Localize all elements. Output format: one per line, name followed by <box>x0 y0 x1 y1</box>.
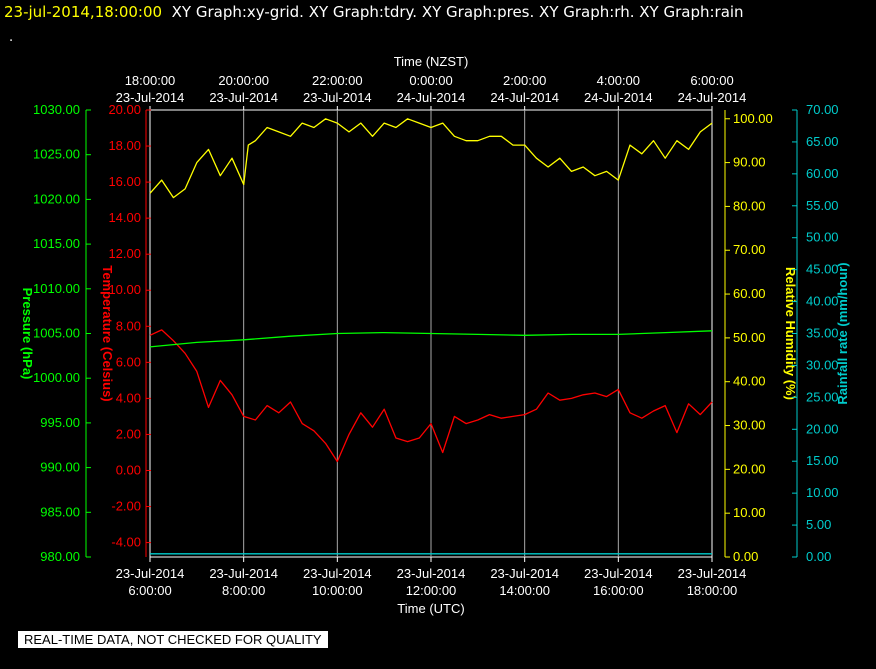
x-bottom-tick-time: 8:00:00 <box>222 583 265 598</box>
temperature-axis-tick-label: 20.00 <box>108 102 141 117</box>
humidity-series-line <box>149 118 713 199</box>
x-top-tick-time: 2:00:00 <box>503 73 546 88</box>
pressure-axis-label: Pressure (hPa) <box>20 288 35 380</box>
x-bottom-tick-date: 23-Jul-2014 <box>678 566 747 581</box>
temperature-axis-tick-label: 12.00 <box>108 246 141 261</box>
chart-header: 23-jul-2014,18:00:00 XY Graph:xy-grid. X… <box>4 3 744 21</box>
pressure-axis-tick-label: 985.00 <box>40 504 80 519</box>
x-top-tick-time: 4:00:00 <box>597 73 640 88</box>
humidity-axis-tick-label: 40.00 <box>733 374 766 389</box>
temperature-axis-tick-label: -4.00 <box>111 535 141 550</box>
header-graph-titles: XY Graph:xy-grid. XY Graph:tdry. XY Grap… <box>171 3 744 21</box>
humidity-axis-tick-label: 60.00 <box>733 286 766 301</box>
temperature-axis-tick-label: 6.00 <box>116 354 141 369</box>
x-top-tick-time: 6:00:00 <box>690 73 733 88</box>
x-top-tick-date: 24-Jul-2014 <box>678 90 747 105</box>
humidity-axis-tick-label: 20.00 <box>733 461 766 476</box>
x-bottom-tick-time: 18:00:00 <box>687 583 738 598</box>
x-top-tick-time: 22:00:00 <box>312 73 363 88</box>
rain-axis-tick-label: 15.00 <box>806 453 839 468</box>
humidity-axis-tick-label: 10.00 <box>733 505 766 520</box>
x-bottom-axis-label: Time (UTC) <box>397 601 464 616</box>
x-top-tick-date: 24-Jul-2014 <box>490 90 559 105</box>
x-top-tick-date: 24-Jul-2014 <box>397 90 466 105</box>
rain-axis-tick-label: 5.00 <box>806 517 831 532</box>
rain-axis-tick-label: 70.00 <box>806 102 839 117</box>
rain-axis-tick-label: 40.00 <box>806 294 839 309</box>
pressure-axis-tick-label: 1000.00 <box>33 370 80 385</box>
temperature-axis-tick-label: 10.00 <box>108 282 141 297</box>
temperature-axis-tick-label: 16.00 <box>108 174 141 189</box>
x-top-tick-time: 0:00:00 <box>409 73 452 88</box>
humidity-axis-label: Relative Humidity (%) <box>783 267 798 400</box>
x-bottom-tick-time: 10:00:00 <box>312 583 363 598</box>
temperature-axis-tick-label: 18.00 <box>108 138 141 153</box>
rain-axis-tick-label: 50.00 <box>806 230 839 245</box>
humidity-axis-tick-label: 0.00 <box>733 549 758 564</box>
pressure-series-line <box>149 330 713 348</box>
temperature-axis-tick-label: 8.00 <box>116 318 141 333</box>
temperature-axis-tick-label: 4.00 <box>116 390 141 405</box>
temperature-series-line <box>149 329 713 463</box>
humidity-axis-tick-label: 30.00 <box>733 418 766 433</box>
x-top-tick-time: 20:00:00 <box>218 73 269 88</box>
humidity-axis-tick-label: 80.00 <box>733 198 766 213</box>
rain-axis-tick-label: 60.00 <box>806 166 839 181</box>
x-bottom-tick-time: 16:00:00 <box>593 583 644 598</box>
x-top-tick-date: 24-Jul-2014 <box>584 90 653 105</box>
header-datetime: 23-jul-2014,18:00:00 <box>4 3 163 21</box>
x-top-tick-time: 18:00:00 <box>125 73 176 88</box>
rain-axis-tick-label: 65.00 <box>806 134 839 149</box>
x-bottom-tick-date: 23-Jul-2014 <box>584 566 653 581</box>
x-bottom-tick-date: 23-Jul-2014 <box>209 566 278 581</box>
humidity-axis-tick-label: 100.00 <box>733 111 773 126</box>
humidity-axis-tick-label: 50.00 <box>733 330 766 345</box>
x-bottom-tick-date: 23-Jul-2014 <box>303 566 372 581</box>
x-top-tick-date: 23-Jul-2014 <box>209 90 278 105</box>
humidity-axis-tick-label: 90.00 <box>733 155 766 170</box>
pressure-axis-tick-label: 1005.00 <box>33 326 80 341</box>
rain-axis-tick-label: 20.00 <box>806 421 839 436</box>
pressure-axis-tick-label: 1025.00 <box>33 147 80 162</box>
x-top-tick-date: 23-Jul-2014 <box>116 90 185 105</box>
temperature-axis-label: Temperature (Celsius) <box>100 265 115 401</box>
quality-notice: REAL-TIME DATA, NOT CHECKED FOR QUALITY <box>18 631 328 648</box>
rain-axis-tick-label: 45.00 <box>806 262 839 277</box>
rain-axis-tick-label: 30.00 <box>806 357 839 372</box>
pressure-axis-tick-label: 1010.00 <box>33 281 80 296</box>
rain-axis-tick-label: 10.00 <box>806 485 839 500</box>
rain-axis-tick-label: 0.00 <box>806 549 831 564</box>
rain-axis-label: Rainfall rate (mm/hour) <box>835 262 850 404</box>
x-top-axis-label: Time (NZST) <box>394 54 469 69</box>
x-bottom-tick-date: 23-Jul-2014 <box>397 566 466 581</box>
x-bottom-tick-date: 23-Jul-2014 <box>116 566 185 581</box>
pressure-axis-tick-label: 980.00 <box>40 549 80 564</box>
temperature-axis-tick-label: -2.00 <box>111 499 141 514</box>
header-continuation: . <box>9 30 14 45</box>
x-bottom-tick-time: 6:00:00 <box>128 583 171 598</box>
rain-axis-tick-label: 35.00 <box>806 326 839 341</box>
x-bottom-tick-date: 23-Jul-2014 <box>490 566 559 581</box>
temperature-axis-tick-label: 14.00 <box>108 210 141 225</box>
temperature-axis-tick-label: 2.00 <box>116 426 141 441</box>
pressure-axis-tick-label: 1020.00 <box>33 191 80 206</box>
rain-axis-tick-label: 25.00 <box>806 389 839 404</box>
x-bottom-tick-time: 12:00:00 <box>406 583 457 598</box>
pressure-axis-tick-label: 1015.00 <box>33 236 80 251</box>
pressure-axis-tick-label: 1030.00 <box>33 102 80 117</box>
pressure-axis-tick-label: 995.00 <box>40 415 80 430</box>
humidity-axis-tick-label: 70.00 <box>733 242 766 257</box>
x-top-tick-date: 23-Jul-2014 <box>303 90 372 105</box>
pressure-axis-tick-label: 990.00 <box>40 460 80 475</box>
x-bottom-tick-time: 14:00:00 <box>499 583 550 598</box>
rain-axis-tick-label: 55.00 <box>806 198 839 213</box>
temperature-axis-tick-label: 0.00 <box>116 462 141 477</box>
